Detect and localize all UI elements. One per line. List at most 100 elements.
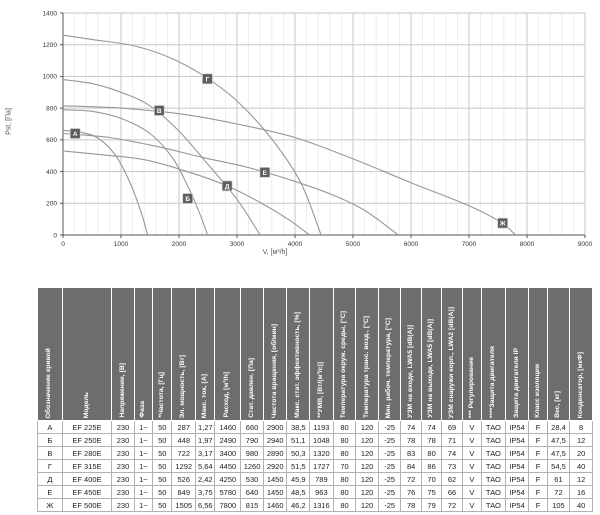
value-cell: 6,56 (195, 498, 216, 512)
value-cell: 66 (441, 485, 463, 499)
value-cell: 40 (569, 498, 593, 512)
y-axis-title: Pst, [Па] (5, 108, 13, 135)
value-cell: 70 (332, 459, 357, 473)
value-cell: 50 (152, 472, 173, 486)
value-cell: 1~ (133, 420, 154, 434)
value-cell: 48,5 (286, 485, 311, 499)
curve-letter-cell: В (37, 446, 63, 460)
value-cell: 2940 (262, 433, 288, 447)
value-cell: 8 (569, 420, 593, 434)
value-cell: 72 (546, 485, 571, 499)
col-header-23: Конденсатор, [мкФ] (569, 287, 593, 421)
col-header-9: Частота вращения, [об/мин] (262, 287, 288, 421)
curve-В (62, 79, 261, 236)
model-cell: EF 250E (61, 433, 113, 447)
model-cell: EF 280E (61, 446, 113, 460)
value-cell: 47,5 (546, 446, 571, 460)
value-cell: 3400 (214, 446, 242, 460)
value-cell: 83 (400, 446, 422, 460)
col-header-label: УЗМ на входе, LWA5 [dB(A)] (406, 325, 414, 418)
value-cell: 71 (441, 433, 463, 447)
curve-letter-cell: Б (37, 433, 63, 447)
table-row-Е: Е EF 450E 230 1~ 50 849 3,75 5780 640 1450 48,5 963… (37, 485, 593, 499)
value-cell: 12 (569, 433, 593, 447)
curve-А (62, 129, 149, 236)
col-header-2: Напряжение, [В] (111, 287, 135, 421)
value-cell: 1~ (133, 485, 154, 499)
col-header-11: **УМВ, [Вт/(м³/с)] (309, 287, 334, 421)
col-header-label: Вес, [кг] (554, 391, 562, 418)
value-cell: IP54 (504, 433, 530, 447)
value-cell: 230 (111, 459, 135, 473)
value-cell: 70 (420, 472, 443, 486)
curve-marker-А (69, 128, 81, 139)
curve-letter-cell: Ж (37, 498, 63, 512)
curve-Ж (62, 105, 516, 236)
col-header-label: *Частота, [Гц] (157, 372, 165, 418)
value-cell: V (461, 498, 483, 512)
col-header-label: Напряжение, [В] (118, 363, 126, 418)
value-cell: 74 (420, 420, 443, 434)
model-cell: EF 315E (61, 459, 113, 473)
model-cell: EF 450E (61, 485, 113, 499)
col-header-5: Эл. мощность, [Вт] (171, 287, 197, 421)
value-cell: V (461, 433, 483, 447)
y-tick-label: 1000 (43, 74, 58, 81)
value-cell: 79 (420, 498, 443, 512)
value-cell: 230 (111, 446, 135, 460)
value-cell: ТАО (481, 420, 506, 434)
col-header-label: ****Защита двигателя (489, 345, 496, 418)
value-cell: IP54 (504, 459, 530, 473)
col-header-3: Фаза (133, 287, 154, 421)
value-cell: 526 (171, 472, 197, 486)
col-header-label: Конденсатор, [мкФ] (576, 351, 584, 418)
model-cell: EF 225E (61, 420, 113, 434)
value-cell: 20 (569, 446, 593, 460)
value-cell: 40 (569, 459, 593, 473)
value-cell: 80 (332, 498, 357, 512)
value-cell: 5,64 (195, 459, 216, 473)
value-cell: 1292 (171, 459, 197, 473)
curve-marker-Д (221, 180, 233, 192)
col-header-label: Макс. ток, [А] (200, 373, 208, 418)
value-cell: 7800 (214, 498, 242, 512)
x-tick-label: 3000 (230, 241, 245, 248)
col-header-17: УЗМ снаружи корп., LWA2 [dB(A)] (441, 287, 463, 421)
curve-marker-label-Б: Б (185, 196, 190, 203)
value-cell: V (461, 472, 483, 486)
value-cell: 76 (400, 485, 422, 499)
value-cell: 16 (569, 485, 593, 499)
col-header-label: Фаза (139, 401, 147, 418)
col-header-label: Мин. рабоч. температура, [°C] (385, 317, 393, 418)
value-cell: 80 (332, 433, 357, 447)
value-cell: 448 (171, 433, 197, 447)
col-header-4: *Частота, [Гц] (152, 287, 173, 421)
value-cell: 287 (171, 420, 197, 434)
value-cell: 69 (441, 420, 463, 434)
col-header-label: УЗМ снаружи корп., LWA2 [dB(A)] (447, 306, 455, 418)
value-cell: 46,2 (286, 498, 311, 512)
x-tick-label: 4000 (288, 241, 303, 248)
value-cell: 50 (152, 498, 173, 512)
value-cell: 120 (355, 446, 379, 460)
value-cell: 1727 (309, 459, 334, 473)
curve-marker-Б (182, 193, 194, 204)
col-header-20: Защита двигателя IP (504, 287, 530, 421)
spec-table-header: Обозначение кривой Модель Напряжение, [В] Ф… (37, 287, 593, 421)
value-cell: 3,17 (195, 446, 216, 460)
specification-table-section: Обозначение кривой Модель Напряжение, [В] Ф… (37, 287, 593, 512)
curve-marker-В (153, 105, 165, 116)
value-cell: 1450 (262, 485, 288, 499)
curve-marker-label-Д: Д (225, 183, 230, 190)
value-cell: 51,1 (286, 433, 311, 447)
value-cell: 54,5 (546, 459, 571, 473)
value-cell: 963 (309, 485, 334, 499)
value-cell: IP54 (504, 446, 530, 460)
col-header-0: Обозначение кривой (37, 287, 63, 421)
chart-canvas: 0 200 400 600 800 1000 1200 1400 0 1000 2000 3000 40… (43, 10, 593, 248)
value-cell: 5780 (214, 485, 242, 499)
value-cell: IP54 (504, 472, 530, 486)
col-header-label: Макс. стат. эффективность, [%] (293, 311, 301, 418)
curve-Е (62, 132, 399, 236)
value-cell: -25 (377, 472, 402, 486)
